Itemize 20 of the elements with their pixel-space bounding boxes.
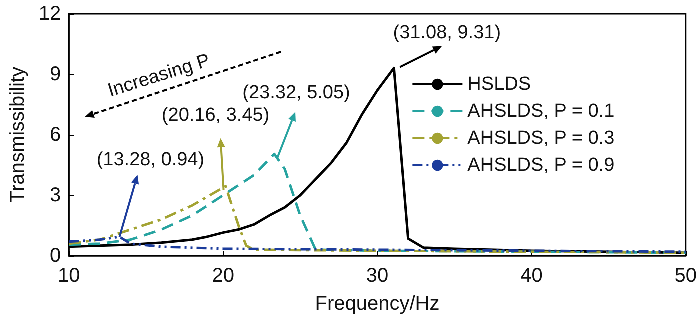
y-tick-label: 3 <box>50 184 62 206</box>
x-axis-title: Frequency/Hz <box>315 293 440 315</box>
x-tick-label: 40 <box>520 265 543 287</box>
annotation: (23.32, 5.05) <box>242 82 350 104</box>
annotation: (13.28, 0.94) <box>96 150 205 171</box>
legend-label: HSLDS <box>468 74 532 95</box>
y-tick-label: 12 <box>38 3 62 25</box>
legend-label: AHSLDS, P = 0.9 <box>468 155 615 176</box>
x-tick-label: 10 <box>58 265 80 287</box>
annotation: (20.16, 3.45) <box>162 104 270 126</box>
y-tick-label: 0 <box>50 245 62 267</box>
x-tick-label: 20 <box>212 265 234 287</box>
y-tick-label: 9 <box>50 64 62 86</box>
annotation: (31.08, 9.31) <box>393 22 502 44</box>
y-tick-label: 6 <box>50 124 62 146</box>
y-axis-title: Transmissibility <box>7 67 29 203</box>
legend-label: AHSLDS, P = 0.3 <box>468 128 615 149</box>
legend-label: AHSLDS, P = 0.1 <box>468 101 615 122</box>
x-tick-label: 30 <box>366 265 389 287</box>
x-tick-label: 50 <box>674 265 697 287</box>
